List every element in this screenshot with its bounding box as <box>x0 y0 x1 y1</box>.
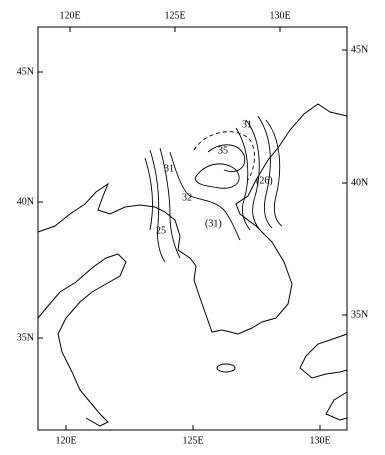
left-lat-label: 40N <box>17 196 34 207</box>
right-lat-label: 40N <box>351 177 368 188</box>
bottom-lon-label: 125E <box>182 435 203 446</box>
left-lat-label: 45N <box>17 66 34 77</box>
right-lat-label: 45N <box>351 44 368 55</box>
contour-label: 35 <box>218 145 228 156</box>
top-lon-label: 125E <box>164 10 185 21</box>
coastline <box>37 103 348 427</box>
right-lat-label: 35N <box>351 309 368 320</box>
bottom-lon-label: 120E <box>55 435 76 446</box>
contour-labels: 31 35 31 32 25 (31) (26) <box>156 119 273 236</box>
frame <box>37 26 348 431</box>
contour-label: (31) <box>205 218 222 229</box>
top-lon-label: 130E <box>269 10 290 21</box>
contour-label: 25 <box>156 225 166 236</box>
top-lon-label: 120E <box>59 10 80 21</box>
left-lat-label: 35N <box>17 332 34 343</box>
contour-label: 31 <box>242 119 252 130</box>
bottom-lon-label: 130E <box>309 435 330 446</box>
axis-labels: 120E 125E 130E 120E 125E 130E 45N 40N 35… <box>17 10 368 446</box>
ticks <box>38 27 347 430</box>
contours <box>144 115 283 263</box>
contour-label: (26) <box>256 175 273 186</box>
contour-label: 32 <box>182 192 192 203</box>
contour-label: 31 <box>164 163 174 174</box>
